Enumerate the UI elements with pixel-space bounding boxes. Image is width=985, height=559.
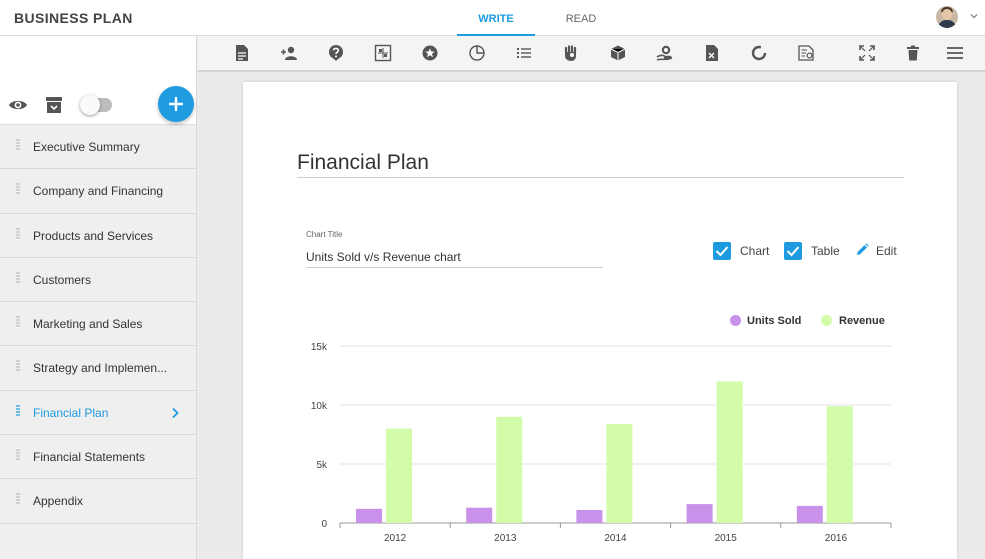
sidebar-item-label: Products and Services: [33, 228, 154, 243]
check-icon: [715, 246, 729, 257]
legend-label-units-sold: Units Sold: [747, 315, 802, 327]
drag-handle-icon[interactable]: [16, 183, 20, 195]
legend-label-revenue: Revenue: [839, 315, 885, 327]
x-tick-label: 2012: [384, 533, 407, 544]
hand-stop-icon[interactable]: [562, 44, 580, 62]
star-icon[interactable]: [421, 44, 439, 62]
sidebar-item-label: Financial Plan: [33, 405, 109, 420]
sidebar-item-financial-statements[interactable]: Financial Statements: [0, 435, 196, 480]
page-title: Financial Plan: [297, 151, 429, 174]
title-underline: [297, 177, 904, 178]
add-section-button[interactable]: [158, 86, 194, 122]
x-tick-label: 2014: [604, 533, 627, 544]
help-icon[interactable]: [327, 44, 345, 62]
bar-revenue-2013: [496, 416, 523, 523]
list-icon[interactable]: [515, 44, 533, 62]
invoice-icon[interactable]: [797, 44, 815, 62]
sidebar-item-label: Marketing and Sales: [33, 317, 143, 332]
chart-checkbox-label: Chart: [740, 244, 770, 258]
edit-label[interactable]: Edit: [876, 244, 897, 258]
sidebar-item-strategy-and-implementation[interactable]: Strategy and Implemen...: [0, 346, 196, 391]
y-tick-label: 15k: [311, 342, 328, 353]
trash-icon[interactable]: [904, 44, 922, 62]
y-tick-label: 5k: [316, 460, 328, 471]
bar-revenue-2015: [716, 381, 743, 523]
sidebar-item-company-and-financing[interactable]: Company and Financing: [0, 169, 196, 214]
drag-handle-icon[interactable]: [16, 404, 20, 417]
bar-units-sold-2014: [576, 510, 603, 523]
sidebar-item-marketing-and-sales[interactable]: Marketing and Sales: [0, 302, 196, 347]
drag-handle-icon[interactable]: [16, 449, 20, 461]
bar-units-sold-2013: [466, 507, 493, 523]
bar-revenue-2012: [386, 428, 412, 523]
sidebar-item-financial-plan[interactable]: Financial Plan: [0, 391, 196, 436]
bar-units-sold-2015: [686, 504, 713, 523]
document-icon[interactable]: [233, 44, 251, 62]
document-page: Financial Plan Chart Title Chart Table E…: [243, 82, 957, 559]
puzzle-icon[interactable]: [374, 44, 392, 62]
menu-icon[interactable]: [946, 44, 964, 62]
sidebar-item-label: Strategy and Implemen...: [33, 361, 168, 376]
drag-handle-icon[interactable]: [16, 360, 20, 372]
bar-chart: 0 5k 10k 15k 2012 2013 2014 2015 2016: [311, 342, 892, 544]
add-person-icon[interactable]: [280, 44, 298, 62]
calculator-icon[interactable]: [703, 44, 721, 62]
sidebar-item-appendix[interactable]: Appendix: [0, 479, 196, 524]
toolbar: [198, 36, 985, 72]
fullscreen-icon[interactable]: [858, 44, 876, 62]
chart-title-input[interactable]: [306, 246, 603, 268]
y-tick-label: 10k: [311, 401, 328, 412]
pie-chart-icon[interactable]: [468, 44, 486, 62]
drag-handle-icon[interactable]: [16, 227, 20, 240]
chevron-right-icon: [172, 407, 179, 418]
app-title: BUSINESS PLAN: [14, 10, 133, 26]
plus-icon: [169, 97, 183, 111]
drag-handle-icon[interactable]: [16, 139, 20, 151]
sidebar-item-products-and-services[interactable]: Products and Services: [0, 214, 196, 258]
table-checkbox-label: Table: [811, 244, 840, 258]
avatar[interactable]: [936, 6, 958, 28]
bar-revenue-2016: [826, 406, 853, 523]
eye-icon[interactable]: [8, 98, 28, 112]
hand-coin-icon[interactable]: [656, 44, 674, 62]
donut-icon[interactable]: [750, 44, 768, 62]
chart-checkbox[interactable]: [713, 242, 731, 260]
chevron-down-icon[interactable]: [970, 12, 978, 20]
legend-marker-revenue: [821, 315, 832, 326]
x-tick-label: 2016: [825, 533, 848, 544]
bar-units-sold-2012: [356, 508, 382, 523]
sidebar-item-label: Appendix: [33, 494, 84, 509]
sidebar-item-label: Company and Financing: [33, 184, 164, 199]
tab-read[interactable]: READ: [565, 13, 597, 25]
drag-handle-icon[interactable]: [16, 493, 20, 505]
chart-title-label: Chart Title: [306, 230, 343, 239]
check-icon: [786, 246, 800, 257]
sidebar-item-label: Customers: [33, 272, 92, 287]
drag-handle-icon[interactable]: [16, 316, 20, 328]
sidebar: Executive Summary Company and Financing …: [0, 36, 197, 559]
drag-handle-icon[interactable]: [16, 271, 20, 284]
x-tick-label: 2013: [494, 533, 517, 544]
sidebar-item-executive-summary[interactable]: Executive Summary: [0, 125, 196, 170]
visibility-toggle[interactable]: [80, 95, 112, 115]
top-bar: BUSINESS PLAN WRITE READ: [0, 0, 985, 36]
x-tick-label: 2015: [715, 533, 738, 544]
y-tick-label: 0: [321, 519, 327, 530]
section-list: Executive Summary Company and Financing …: [0, 125, 196, 524]
pencil-icon[interactable]: [855, 243, 869, 257]
tab-write[interactable]: WRITE: [457, 0, 535, 36]
legend-marker-units-sold: [730, 315, 741, 326]
sidebar-item-customers[interactable]: Customers: [0, 258, 196, 303]
cube-icon[interactable]: [609, 44, 627, 62]
archive-icon[interactable]: [45, 96, 63, 114]
bar-units-sold-2016: [796, 505, 823, 523]
bar-revenue-2014: [606, 423, 633, 523]
sidebar-item-label: Executive Summary: [33, 140, 140, 154]
sidebar-controls: [0, 36, 196, 125]
table-checkbox[interactable]: [784, 242, 802, 260]
sidebar-item-label: Financial Statements: [33, 450, 146, 465]
